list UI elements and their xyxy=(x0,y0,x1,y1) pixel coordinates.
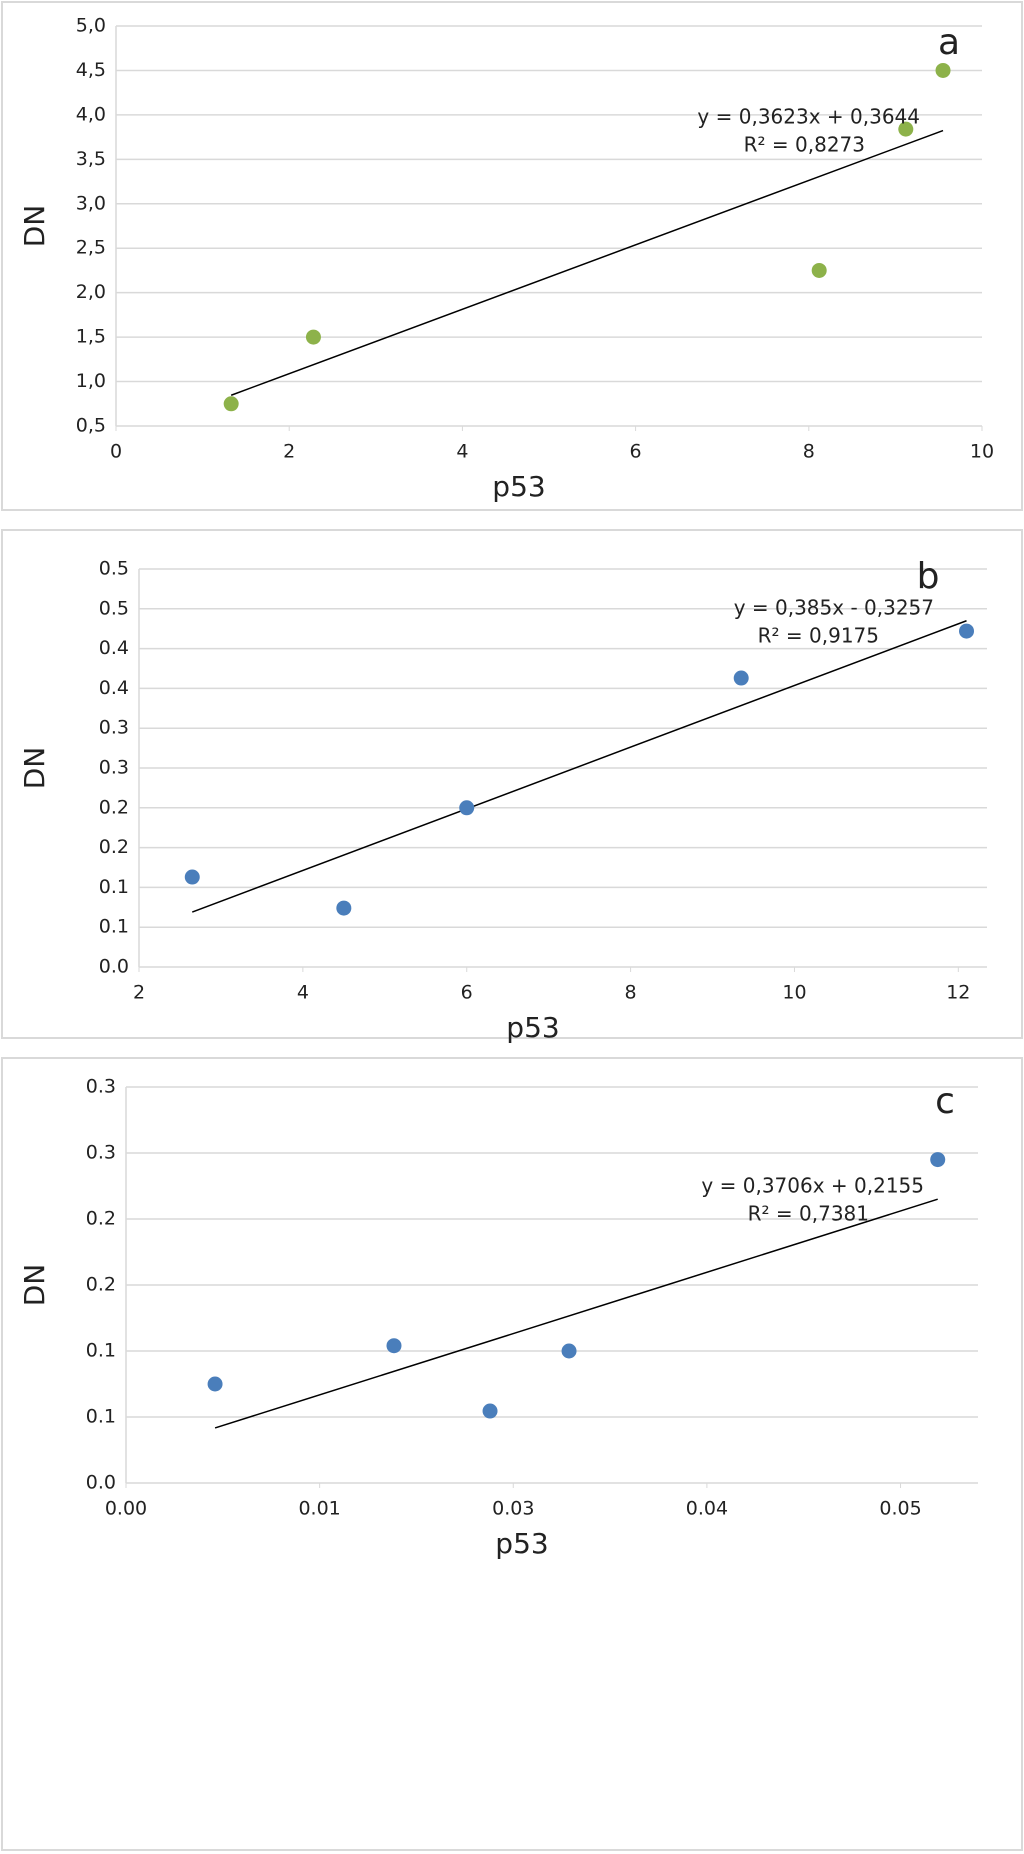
trend-equation: y = 0,3706x + 0,2155 xyxy=(701,1174,924,1198)
panel-label: c xyxy=(935,1081,955,1122)
trend-r-squared: R² = 0,9175 xyxy=(758,624,879,648)
x-tick-label: 4 xyxy=(297,982,309,1004)
point xyxy=(184,869,200,885)
y-tick-label: 0.3 xyxy=(86,1142,116,1164)
y-tick-label: 0.0 xyxy=(99,956,129,978)
y-tick-label: 0.1 xyxy=(86,1340,116,1362)
x-axis-title: p53 xyxy=(506,1011,559,1044)
x-tick-label: 12 xyxy=(946,982,970,1004)
y-tick-label: 0.5 xyxy=(99,558,129,580)
y-tick-label: 5,0 xyxy=(76,15,106,37)
y-axis-title: DN xyxy=(18,205,51,248)
x-tick-label: 0.01 xyxy=(298,1498,340,1520)
y-tick-label: 0.2 xyxy=(86,1274,116,1296)
x-axis-title: p53 xyxy=(495,1527,548,1560)
y-tick-label: 0.1 xyxy=(99,876,129,898)
x-tick-label: 8 xyxy=(625,982,637,1004)
y-tick-label: 0.2 xyxy=(99,836,129,858)
x-tick-label: 0.03 xyxy=(492,1498,534,1520)
y-tick-label: 0.2 xyxy=(99,796,129,818)
x-tick-label: 2 xyxy=(283,441,295,463)
point xyxy=(459,800,475,816)
x-tick-label: 0.04 xyxy=(686,1498,728,1520)
panel-label: a xyxy=(938,22,960,63)
y-tick-label: 0.3 xyxy=(86,1076,116,1098)
y-tick-label: 3,0 xyxy=(76,192,106,214)
trendline xyxy=(230,129,944,396)
panel-frame xyxy=(1,1057,1023,1851)
x-tick-label: 0.00 xyxy=(105,1498,147,1520)
y-tick-label: 4,0 xyxy=(76,103,106,125)
trend-r-squared: R² = 0,7381 xyxy=(748,1202,869,1226)
panel-label: b xyxy=(917,556,940,597)
y-tick-label: 0.2 xyxy=(86,1208,116,1230)
x-tick-label: 0.05 xyxy=(879,1498,921,1520)
point xyxy=(733,670,749,686)
point xyxy=(935,62,951,78)
point xyxy=(207,1376,223,1392)
panel-frame xyxy=(1,1,1023,511)
trend-r-squared: R² = 0,8273 xyxy=(744,133,865,157)
trendline xyxy=(214,1198,938,1429)
point xyxy=(959,623,975,639)
point xyxy=(930,1152,946,1168)
x-axis-title: p53 xyxy=(492,470,545,503)
y-tick-label: 1,5 xyxy=(76,326,106,348)
y-tick-label: 0.3 xyxy=(99,717,129,739)
trendline xyxy=(191,620,967,913)
y-tick-label: 2,5 xyxy=(76,237,106,259)
y-tick-label: 3,5 xyxy=(76,148,106,170)
x-tick-label: 4 xyxy=(456,441,468,463)
point xyxy=(336,900,352,916)
trend-equation: y = 0,385x - 0,3257 xyxy=(734,596,934,620)
y-tick-label: 0.1 xyxy=(86,1406,116,1428)
y-tick-label: 0.4 xyxy=(99,677,129,699)
x-tick-label: 6 xyxy=(461,982,473,1004)
x-tick-label: 8 xyxy=(803,441,815,463)
y-tick-label: 0,5 xyxy=(76,415,106,437)
x-tick-label: 6 xyxy=(630,441,642,463)
panel-frame xyxy=(1,529,1023,1039)
point xyxy=(561,1343,577,1359)
y-tick-label: 0.1 xyxy=(99,916,129,938)
y-tick-label: 1,0 xyxy=(76,370,106,392)
y-axis-title: DN xyxy=(18,1264,51,1307)
y-tick-label: 0.3 xyxy=(99,757,129,779)
y-axis-title: DN xyxy=(18,747,51,790)
point xyxy=(482,1403,498,1419)
trend-equation: y = 0,3623x + 0,3644 xyxy=(697,105,920,129)
point xyxy=(811,262,827,278)
x-tick-label: 0 xyxy=(110,441,122,463)
point xyxy=(386,1338,402,1354)
y-tick-label: 2,0 xyxy=(76,281,106,303)
x-tick-label: 2 xyxy=(133,982,145,1004)
x-tick-label: 10 xyxy=(782,982,806,1004)
x-tick-label: 10 xyxy=(970,441,994,463)
y-tick-label: 4,5 xyxy=(76,59,106,81)
point xyxy=(305,329,321,345)
y-tick-label: 0.4 xyxy=(99,637,129,659)
y-tick-label: 0.0 xyxy=(86,1472,116,1494)
y-tick-label: 0.5 xyxy=(99,597,129,619)
point xyxy=(898,121,914,137)
point xyxy=(223,396,239,412)
